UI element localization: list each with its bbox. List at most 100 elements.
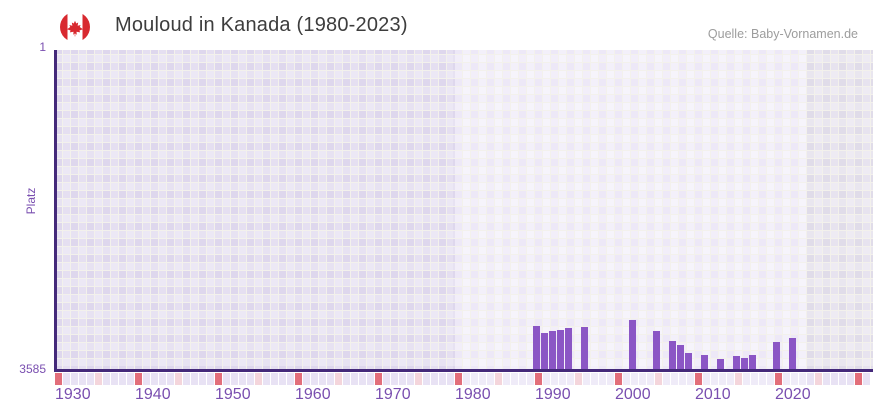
year-tick-2007 [671, 373, 678, 385]
year-tick-2019 [767, 373, 774, 385]
year-tick-1988 [519, 373, 526, 385]
x-axis-label-1950: 1950 [215, 386, 251, 403]
year-tick-2027 [831, 373, 838, 385]
x-axis-label-2000: 2000 [615, 386, 651, 403]
year-tick-1966 [343, 373, 350, 385]
bar-2020[interactable] [773, 342, 780, 369]
bar-2016[interactable] [741, 358, 748, 369]
bar-1994[interactable] [565, 328, 572, 369]
year-tick-1946 [183, 373, 190, 385]
plot-background-pre-range [57, 50, 455, 369]
bar-2002[interactable] [629, 320, 636, 369]
year-tick-2002 [631, 373, 638, 385]
plot-background-post-range [807, 50, 873, 369]
x-axis-label-1970: 1970 [375, 386, 411, 403]
year-tick-1989 [527, 373, 534, 385]
year-tick-1978 [439, 373, 446, 385]
year-tick-1990 [535, 373, 542, 385]
year-tick-2004 [647, 373, 654, 385]
year-tick-1987 [511, 373, 518, 385]
year-tick-1981 [463, 373, 470, 385]
bar-2005[interactable] [653, 331, 660, 369]
bar-2008[interactable] [677, 345, 684, 369]
year-tick-1970 [375, 373, 382, 385]
year-tick-1932 [71, 373, 78, 385]
bar-1990[interactable] [533, 326, 540, 369]
year-tick-1952 [231, 373, 238, 385]
year-tick-1949 [207, 373, 214, 385]
bar-1991[interactable] [541, 333, 548, 369]
year-tick-2014 [727, 373, 734, 385]
year-tick-2022 [791, 373, 798, 385]
year-tick-1997 [591, 373, 598, 385]
bar-2017[interactable] [749, 355, 756, 369]
year-tick-1945 [175, 373, 182, 385]
year-tick-1930 [55, 373, 62, 385]
year-tick-1983 [479, 373, 486, 385]
year-tick-1956 [263, 373, 270, 385]
year-tick-2013 [719, 373, 726, 385]
year-tick-2028 [839, 373, 846, 385]
year-tick-2008 [679, 373, 686, 385]
year-tick-2012 [711, 373, 718, 385]
year-tick-1934 [87, 373, 94, 385]
year-tick-2015 [735, 373, 742, 385]
year-tick-1953 [239, 373, 246, 385]
bar-2007[interactable] [669, 341, 676, 369]
year-tick-1939 [127, 373, 134, 385]
year-tick-2016 [743, 373, 750, 385]
year-tick-1980 [455, 373, 462, 385]
y-axis-line [54, 50, 57, 371]
year-tick-1969 [367, 373, 374, 385]
year-tick-2011 [703, 373, 710, 385]
bar-2009[interactable] [685, 353, 692, 369]
year-tick-1971 [383, 373, 390, 385]
year-tick-1985 [495, 373, 502, 385]
year-tick-1937 [111, 373, 118, 385]
x-axis-label-1990: 1990 [535, 386, 571, 403]
year-tick-1941 [143, 373, 150, 385]
bar-1996[interactable] [581, 327, 588, 369]
year-tick-1950 [215, 373, 222, 385]
year-tick-2000 [615, 373, 622, 385]
year-tick-1993 [559, 373, 566, 385]
bar-1993[interactable] [557, 330, 564, 369]
plot-area [57, 50, 873, 369]
year-tick-1974 [407, 373, 414, 385]
year-tick-1959 [287, 373, 294, 385]
bar-1992[interactable] [549, 331, 556, 369]
year-tick-1933 [79, 373, 86, 385]
year-tick-1947 [191, 373, 198, 385]
y-axis-title: Platz [24, 187, 38, 215]
year-tick-1994 [567, 373, 574, 385]
year-tick-1931 [63, 373, 70, 385]
year-tick-1944 [167, 373, 174, 385]
year-tick-2009 [687, 373, 694, 385]
bar-2015[interactable] [733, 356, 740, 369]
source-credit: Quelle: Baby-Vornamen.de [707, 27, 858, 41]
bar-2013[interactable] [717, 359, 724, 369]
year-tick-2005 [655, 373, 662, 385]
year-tick-1995 [575, 373, 582, 385]
year-tick-1996 [583, 373, 590, 385]
x-axis-label-1940: 1940 [135, 386, 171, 403]
year-tick-2025 [815, 373, 822, 385]
bar-2011[interactable] [701, 355, 708, 369]
chart-title: Mouloud in Kanada (1980-2023) [115, 14, 408, 36]
year-tick-1961 [303, 373, 310, 385]
year-tick-2031 [863, 373, 870, 385]
canada-flag-icon [60, 12, 90, 42]
year-tick-2017 [751, 373, 758, 385]
year-tick-1967 [351, 373, 358, 385]
bar-2022[interactable] [789, 338, 796, 369]
year-tick-1951 [223, 373, 230, 385]
plot-background-highlight-range [455, 50, 807, 369]
x-axis-label-2020: 2020 [775, 386, 811, 403]
year-tick-1975 [415, 373, 422, 385]
year-tick-1957 [271, 373, 278, 385]
year-tick-1991 [543, 373, 550, 385]
year-tick-1962 [311, 373, 318, 385]
year-tick-2001 [623, 373, 630, 385]
year-tick-1955 [255, 373, 262, 385]
year-tick-1942 [151, 373, 158, 385]
